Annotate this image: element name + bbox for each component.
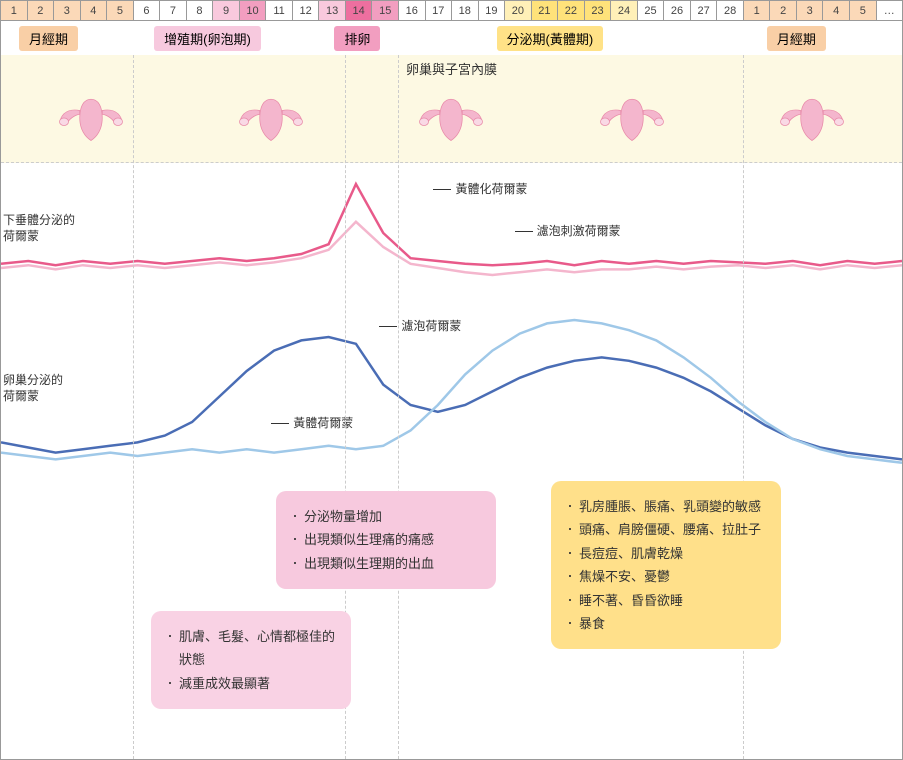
phase-label: 增殖期(卵泡期) xyxy=(154,26,261,51)
day-cell: 27 xyxy=(691,1,718,20)
uterus-icon xyxy=(231,88,311,153)
day-cell: 14 xyxy=(346,1,373,20)
day-cell: 8 xyxy=(187,1,214,20)
day-cell: 28 xyxy=(717,1,744,20)
day-cell: 11 xyxy=(266,1,293,20)
day-cell: 1 xyxy=(744,1,771,20)
symptom-item: 長痘痘、肌膚乾燥 xyxy=(567,542,765,565)
uterus-icon xyxy=(51,88,131,153)
day-cell: 16 xyxy=(399,1,426,20)
symptom-item: 乳房腫脹、脹痛、乳頭變的敏感 xyxy=(567,495,765,518)
pituitary-hormone-chart: 下垂體分泌的荷爾蒙 黃體化荷爾蒙濾泡刺激荷爾蒙 xyxy=(1,163,902,303)
uterus-section: 卵巢與子宮內膜 xyxy=(1,55,902,163)
phase-label: 排卵 xyxy=(334,26,380,51)
day-cell: 19 xyxy=(479,1,506,20)
day-cell: 5 xyxy=(850,1,877,20)
uterus-icon xyxy=(411,88,491,153)
symptom-box: 乳房腫脹、脹痛、乳頭變的敏感頭痛、肩膀僵硬、腰痛、拉肚子長痘痘、肌膚乾燥焦燥不安… xyxy=(551,481,781,649)
phase-label: 月經期 xyxy=(767,26,826,51)
symptom-item: 減重成效最顯著 xyxy=(167,672,335,695)
symptom-item: 肌膚、毛髮、心情都極佳的狀態 xyxy=(167,625,335,672)
day-cell: 21 xyxy=(532,1,559,20)
day-cell: 12 xyxy=(293,1,320,20)
phase-label: 月經期 xyxy=(19,26,78,51)
day-cell: 17 xyxy=(426,1,453,20)
day-cell: 20 xyxy=(505,1,532,20)
day-cell: 24 xyxy=(611,1,638,20)
day-cell: 22 xyxy=(558,1,585,20)
symptom-item: 睡不著、昏昏欲睡 xyxy=(567,589,765,612)
symptom-item: 出現類似生理痛的痛感 xyxy=(292,528,480,551)
day-cell: 4 xyxy=(823,1,850,20)
day-cell: 13 xyxy=(319,1,346,20)
day-cell: 2 xyxy=(28,1,55,20)
uterus-title: 卵巢與子宮內膜 xyxy=(406,59,497,78)
day-cell: 23 xyxy=(585,1,612,20)
phase-label-row: 月經期 增殖期(卵泡期) 排卵 分泌期(黃體期) 月經期 xyxy=(1,21,902,55)
symptom-item: 焦燥不安、憂鬱 xyxy=(567,565,765,588)
day-cell: 9 xyxy=(213,1,240,20)
day-cell: 1 xyxy=(1,1,28,20)
day-cell: 7 xyxy=(160,1,187,20)
day-cell: 2 xyxy=(770,1,797,20)
symptom-item: 分泌物量增加 xyxy=(292,505,480,528)
day-cell: … xyxy=(877,1,903,20)
day-cell: 25 xyxy=(638,1,665,20)
uterus-icon xyxy=(772,88,852,153)
day-cell: 5 xyxy=(107,1,134,20)
symptom-box: 肌膚、毛髮、心情都極佳的狀態減重成效最顯著 xyxy=(151,611,351,709)
symptom-box: 分泌物量增加出現類似生理痛的痛感出現類似生理期的出血 xyxy=(276,491,496,589)
day-cell: 10 xyxy=(240,1,267,20)
symptom-item: 出現類似生理期的出血 xyxy=(292,552,480,575)
uterus-icon xyxy=(592,88,672,153)
day-cell: 4 xyxy=(81,1,108,20)
day-cell: 26 xyxy=(664,1,691,20)
symptom-item: 頭痛、肩膀僵硬、腰痛、拉肚子 xyxy=(567,518,765,541)
symptom-item: 暴食 xyxy=(567,612,765,635)
symptom-boxes-region: 肌膚、毛髮、心情都極佳的狀態減重成效最顯著 分泌物量增加出現類似生理痛的痛感出現類… xyxy=(1,491,902,751)
ovary-hormone-chart: 卵巢分泌的荷爾蒙 濾泡荷爾蒙黃體荷爾蒙 xyxy=(1,303,902,473)
day-cell: 6 xyxy=(134,1,161,20)
day-number-row: 1234567891011121314151617181920212223242… xyxy=(1,1,902,21)
cycle-diagram: 1234567891011121314151617181920212223242… xyxy=(0,0,903,760)
day-cell: 3 xyxy=(797,1,824,20)
phase-label: 分泌期(黃體期) xyxy=(497,26,604,51)
day-cell: 3 xyxy=(54,1,81,20)
day-cell: 18 xyxy=(452,1,479,20)
day-cell: 15 xyxy=(372,1,399,20)
